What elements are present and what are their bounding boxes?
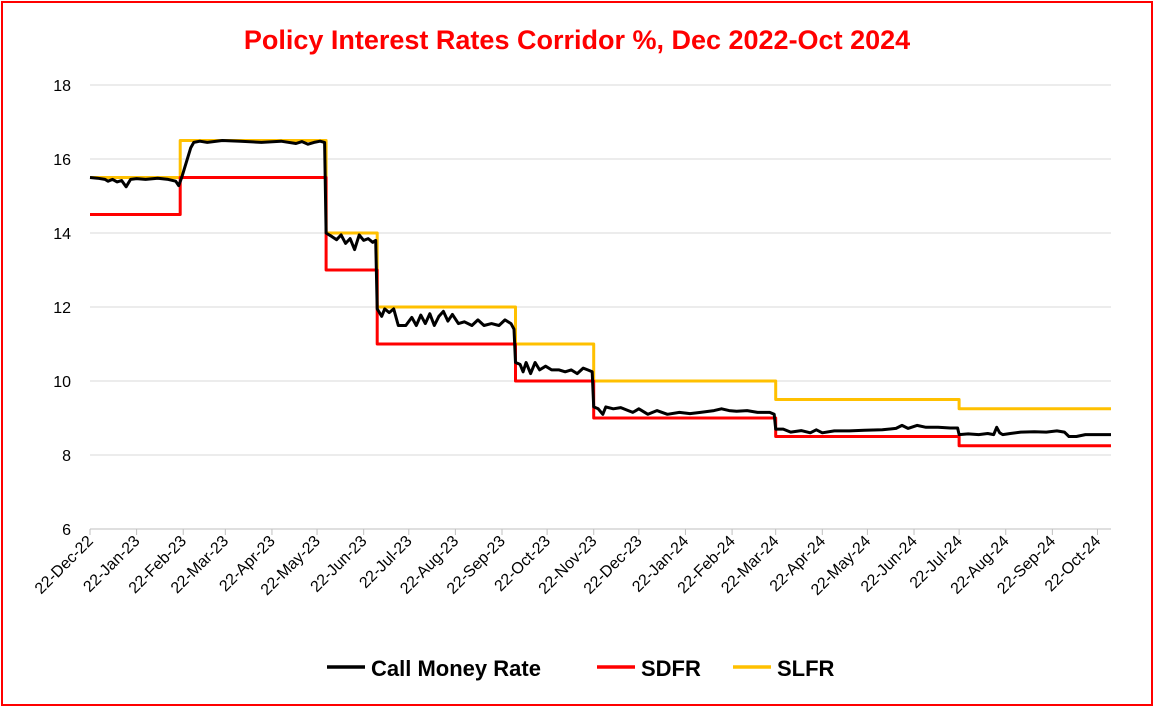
series-lines: [89, 139, 1111, 448]
chart-title: Policy Interest Rates Corridor %, Dec 20…: [244, 25, 910, 55]
y-tick-label: 8: [62, 448, 71, 465]
y-tick-label: 18: [53, 78, 71, 95]
y-tick-label: 10: [53, 374, 71, 391]
gridlines: [90, 84, 1111, 530]
legend-item-slfr: SLFR: [733, 656, 835, 681]
y-tick-label: 16: [53, 152, 71, 169]
y-axis: 6 8 10 12 14 16 18: [53, 78, 71, 539]
legend-item-call-money-rate: Call Money Rate: [327, 656, 541, 681]
y-tick-label: 6: [62, 522, 71, 539]
series-line-slfr: [90, 139, 1111, 411]
series-line-call-money-rate: [89, 139, 1111, 438]
legend: Call Money Rate SDFR SLFR: [327, 656, 835, 681]
legend-item-sdfr: SDFR: [597, 656, 701, 681]
legend-label: SDFR: [641, 656, 701, 681]
legend-label: Call Money Rate: [371, 656, 541, 681]
x-axis: 22-Dec-2222-Jan-2322-Feb-2322-Mar-2322-A…: [32, 529, 1104, 599]
y-tick-label: 12: [53, 300, 71, 317]
legend-label: SLFR: [777, 656, 835, 681]
y-tick-label: 14: [53, 226, 71, 243]
